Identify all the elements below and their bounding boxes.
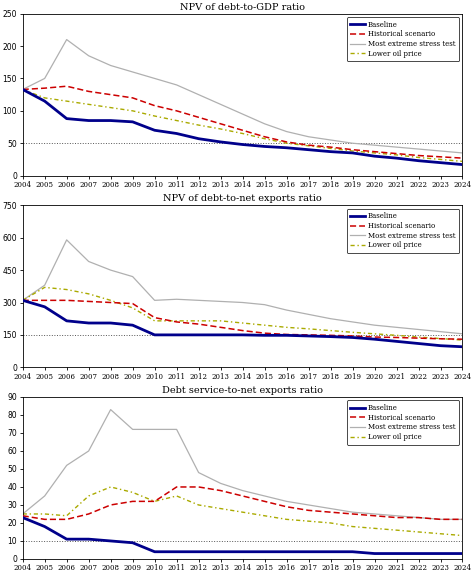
- Title: Debt service-to-net exports ratio: Debt service-to-net exports ratio: [162, 386, 323, 395]
- Legend: Baseline, Historical scenario, Most extreme stress test, Lower oil price: Baseline, Historical scenario, Most extr…: [346, 17, 459, 62]
- Title: NPV of debt-to-net exports ratio: NPV of debt-to-net exports ratio: [163, 194, 322, 203]
- Legend: Baseline, Historical scenario, Most extreme stress test, Lower oil price: Baseline, Historical scenario, Most extr…: [346, 209, 459, 253]
- Legend: Baseline, Historical scenario, Most extreme stress test, Lower oil price: Baseline, Historical scenario, Most extr…: [346, 400, 459, 444]
- Title: NPV of debt-to-GDP ratio: NPV of debt-to-GDP ratio: [180, 2, 305, 12]
